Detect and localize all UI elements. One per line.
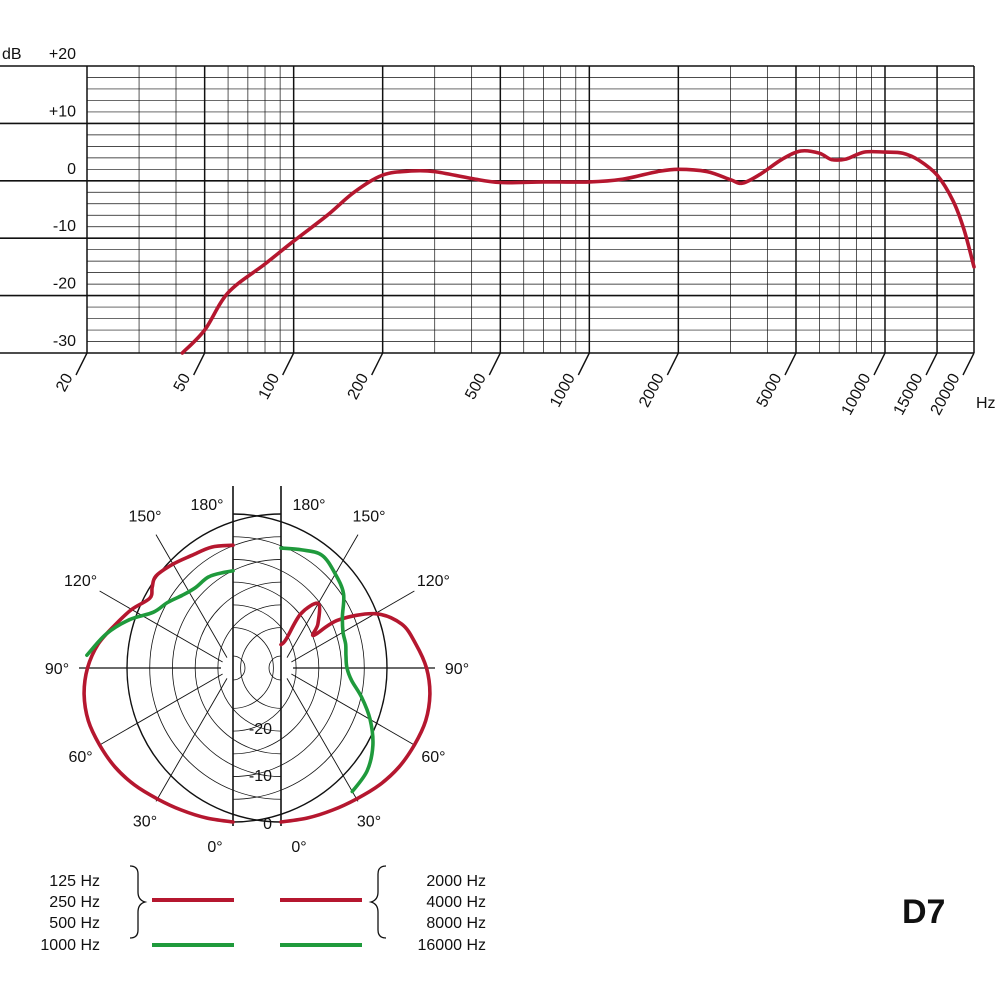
polar-spoke — [99, 590, 223, 663]
polar-angle-label-right: 150° — [352, 509, 385, 526]
x-tick-label: 100 — [256, 371, 284, 403]
x-tick-mark — [666, 352, 679, 376]
polar-radial-label: -20 — [249, 721, 272, 738]
polar-angle-label-right: 180° — [292, 497, 325, 514]
x-tick-mark — [784, 352, 797, 376]
legend-label-left: 125 Hz — [49, 873, 100, 890]
legend-label-right: 4000 Hz — [426, 894, 486, 911]
polar-spoke — [99, 673, 223, 746]
polar-grid — [79, 486, 435, 826]
polar-curve-right — [279, 546, 375, 794]
x-tick-mark — [925, 352, 938, 376]
polar-angle-label-left: 30° — [133, 813, 157, 830]
polar-curve-left — [82, 543, 235, 824]
polar-angle-label-left: 0° — [207, 839, 222, 856]
y-tick-label: +20 — [49, 46, 76, 63]
x-tick-label: 1000 — [547, 371, 579, 410]
polar-ring — [149, 536, 282, 800]
polar-curves — [82, 543, 432, 824]
x-tick-label: 10000 — [839, 371, 875, 418]
frequency-response-labels: dB +20 +10 0 -10 -20 -30 20 50 100 200 500 1000 2000 5… — [2, 46, 996, 418]
x-tick-label: 2000 — [636, 371, 668, 410]
x-tick-label: 20 — [53, 371, 76, 395]
polar-ring — [232, 604, 297, 732]
y-tick-label: 0 — [67, 161, 76, 178]
polar-labels: 180° 180° 150° 150° 120° 120° 90° 90° 60° 60° 30° 3… — [45, 497, 469, 856]
x-tick-mark — [193, 352, 206, 376]
polar-angle-label-left: 150° — [128, 509, 161, 526]
frequency-response-line — [180, 148, 976, 355]
polar-ring — [217, 604, 282, 732]
frequency-response-curves — [180, 148, 976, 355]
legend-label-right: 8000 Hz — [426, 915, 486, 932]
x-tick-mark — [75, 352, 88, 376]
polar-angle-label-right: 0° — [291, 839, 306, 856]
x-tick-label: 5000 — [754, 371, 786, 410]
polar-ring — [232, 655, 246, 681]
legend-brace-right — [368, 865, 387, 939]
polar-ring — [232, 627, 274, 709]
polar-angle-label-left: 180° — [190, 497, 223, 514]
polar-spoke — [291, 673, 415, 746]
polar-angle-label-right: 90° — [445, 661, 469, 678]
x-tick-mark — [873, 352, 886, 376]
polar-angle-label-right: 60° — [421, 749, 445, 766]
x-tick-mark — [282, 352, 295, 376]
legend-label-left: 1000 Hz — [40, 937, 100, 954]
legend-label-left: 250 Hz — [49, 894, 100, 911]
legend-label-left: 500 Hz — [49, 915, 100, 932]
polar-ring — [126, 513, 282, 823]
polar-spoke — [155, 534, 228, 658]
polar-angle-label-right: 30° — [357, 813, 381, 830]
x-tick-label: 200 — [345, 371, 373, 403]
x-tick-mark — [488, 352, 501, 376]
x-tick-mark — [962, 352, 975, 376]
polar-angle-label-right: 120° — [417, 573, 450, 590]
y-tick-label: +10 — [49, 103, 76, 120]
legend-brace-left — [129, 865, 148, 939]
polar-curve-left — [85, 569, 235, 657]
x-tick-label: 15000 — [891, 371, 927, 418]
polar-spoke — [155, 678, 228, 802]
polar-spoke — [286, 534, 359, 658]
polar-ring — [268, 655, 282, 681]
y-tick-label: -10 — [53, 218, 76, 235]
polar-angle-label-left: 120° — [64, 573, 97, 590]
polar-angle-label-left: 60° — [68, 749, 92, 766]
model-name: D7 — [902, 893, 946, 931]
polar-ring — [194, 581, 282, 755]
polar-radial-label: 0 — [263, 816, 272, 833]
x-tick-mark — [371, 352, 384, 376]
legend: 125 Hz 250 Hz 500 Hz 1000 Hz 2000 Hz 4000 Hz 8… — [40, 865, 487, 954]
frequency-response-grid — [0, 65, 975, 376]
x-axis-label: Hz — [976, 395, 996, 412]
y-tick-label: -20 — [53, 276, 76, 293]
polar-curve-right — [279, 601, 432, 824]
polar-radial-label: -10 — [249, 768, 272, 785]
polar-spoke — [286, 678, 359, 802]
polar-ring — [240, 627, 282, 709]
legend-label-right: 2000 Hz — [426, 873, 486, 890]
x-tick-label: 20000 — [928, 371, 964, 418]
legend-label-right: 16000 Hz — [418, 937, 487, 954]
polar-spoke — [291, 590, 415, 663]
y-tick-label: -30 — [53, 333, 76, 350]
x-tick-label: 50 — [171, 371, 194, 395]
x-tick-label: 500 — [462, 371, 490, 403]
polar-angle-label-left: 90° — [45, 661, 69, 678]
y-axis-label: dB — [2, 46, 22, 63]
x-tick-mark — [577, 352, 590, 376]
